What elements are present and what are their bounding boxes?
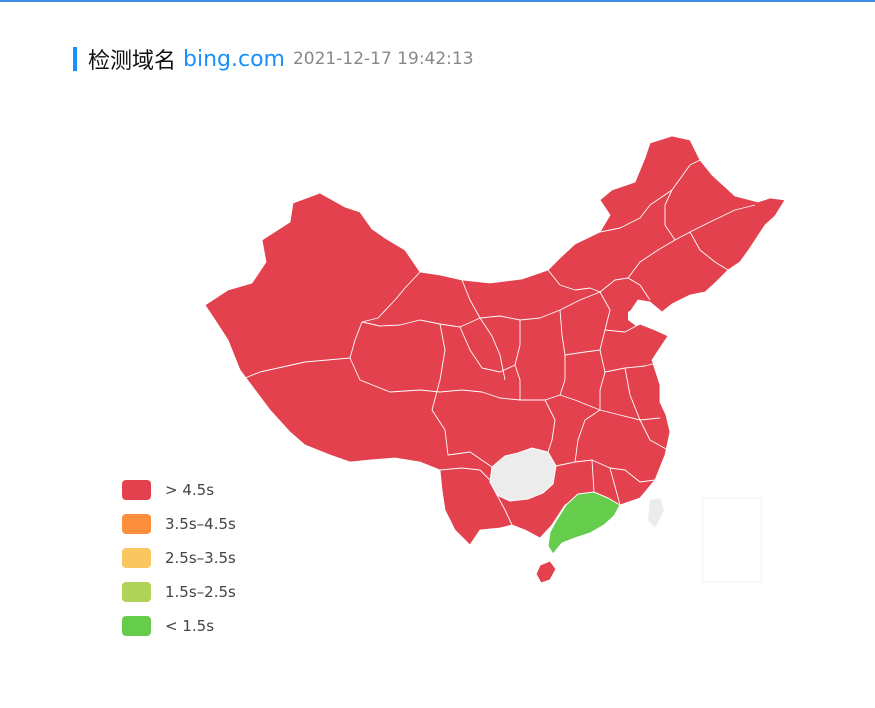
bohai-gulf [628, 303, 652, 326]
mainland-regions[interactable] [204, 135, 786, 546]
legend-item[interactable]: > 4.5s [122, 478, 236, 501]
legend-item[interactable]: < 1.5s [122, 614, 236, 637]
domain-link[interactable]: bing.com [183, 46, 285, 72]
legend-swatch [122, 479, 151, 500]
page-title: 检测域名 [88, 49, 177, 74]
taiwan-island [648, 498, 664, 528]
legend-item[interactable]: 2.5s–3.5s [122, 546, 236, 569]
legend-label: 2.5s–3.5s [165, 548, 236, 567]
legend-label: > 4.5s [165, 480, 215, 499]
header: 检测域名 bing.com 2021-12-17 19:42:13 [73, 44, 474, 74]
province-boundaries [244, 159, 756, 526]
legend-label: < 1.5s [165, 616, 215, 635]
south-china-sea-inset [702, 497, 762, 583]
legend-swatch [122, 581, 151, 602]
timestamp: 2021-12-17 19:42:13 [292, 49, 474, 69]
legend-swatch [122, 615, 151, 636]
legend-item[interactable]: 3.5s–4.5s [122, 512, 236, 535]
legend-item[interactable]: 1.5s–2.5s [122, 580, 236, 603]
legend-label: 3.5s–4.5s [165, 514, 236, 533]
top-rule [0, 0, 875, 2]
province-hainan[interactable] [535, 560, 557, 584]
legend-label: 1.5s–2.5s [165, 582, 236, 601]
legend: > 4.5s 3.5s–4.5s 2.5s–3.5s 1.5s–2.5s < 1… [122, 478, 236, 648]
title-accent-bar [73, 47, 77, 71]
legend-swatch [122, 513, 151, 534]
legend-swatch [122, 547, 151, 568]
province-guangdong[interactable] [547, 491, 621, 555]
